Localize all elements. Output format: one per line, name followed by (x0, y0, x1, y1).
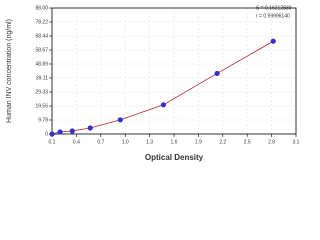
x-tick-label: 1.3 (146, 139, 153, 145)
y-tick-label: 0 (45, 131, 48, 137)
y-axis-title: Human INV concentration (ng/ml) (6, 19, 13, 123)
x-tick-label: 0.7 (97, 139, 104, 145)
background (0, 0, 300, 200)
x-tick-label: 3.1 (293, 139, 300, 145)
x-tick-label: 2.8 (268, 139, 275, 145)
y-tick-label: 19.56 (35, 103, 48, 109)
data-point (160, 102, 167, 108)
x-axis-title: Optical Density (145, 153, 204, 162)
y-tick-label: 78.22 (35, 19, 48, 25)
chart: Optical Density Human INV concentration … (0, 0, 300, 200)
data-point (87, 125, 93, 131)
x-tick-label: 0.1 (49, 139, 56, 145)
x-tick-label: 2.2 (219, 139, 226, 145)
y-tick-label: 68.44 (35, 33, 48, 39)
x-tick-label: 1.0 (122, 139, 129, 145)
data-point (49, 131, 55, 137)
data-point (57, 129, 63, 135)
y-tick-label: 29.33 (35, 89, 48, 95)
y-tick-label: 88.00 (35, 5, 48, 11)
x-tick-label: 1.9 (195, 139, 202, 145)
annotation: r = 0.99996140 (256, 13, 290, 19)
data-point (214, 70, 220, 77)
y-tick-label: 39.11 (36, 75, 48, 81)
data-point (270, 38, 276, 44)
y-tick-label: 9.78 (38, 117, 48, 123)
x-tick-label: 0.4 (73, 139, 80, 145)
y-tick-label: 48.89 (35, 61, 48, 67)
data-point (117, 117, 123, 123)
x-tick-label: 2.5 (244, 139, 251, 145)
plot-frame (51, 7, 297, 135)
x-tick-label: 1.6 (171, 139, 178, 145)
data-point (69, 128, 75, 134)
y-tick-label: 58.67 (35, 47, 48, 53)
